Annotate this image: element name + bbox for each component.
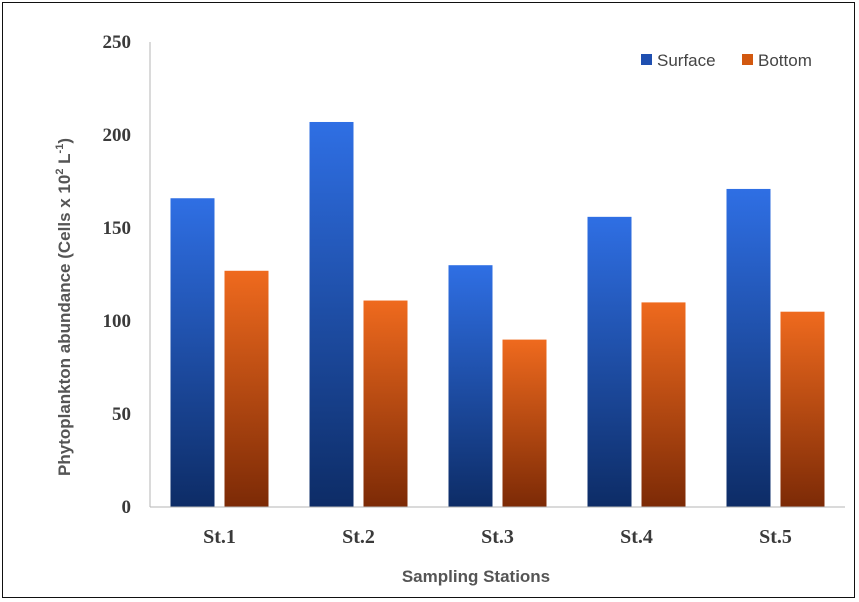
bar-surface-st1: [170, 198, 215, 508]
bar-surface-st4: [587, 216, 632, 507]
legend-label-surface: Surface: [657, 51, 716, 70]
x-tick-label: St.5: [759, 526, 792, 548]
bar-bottom-st3: [502, 339, 547, 507]
y-axis-title-main: Phytoplankton abundance (Cells x 10: [55, 175, 74, 476]
y-tick-label: 250: [103, 32, 132, 53]
y-tick-label: 0: [122, 497, 132, 518]
y-axis-ticks: 0 50 100 150 200 250: [103, 32, 132, 518]
bar-surface-st2: [309, 121, 354, 507]
bar-bottom-st1: [224, 270, 269, 507]
legend-swatch-surface: [641, 54, 652, 65]
y-tick-label: 100: [103, 311, 132, 332]
bar-bottom-st2: [363, 300, 408, 507]
y-tick-label: 150: [103, 218, 132, 239]
y-axis-title-sup: 2: [54, 169, 66, 175]
x-tick-label: St.4: [620, 526, 653, 548]
x-tick-label: St.3: [481, 526, 514, 548]
y-tick-label: 200: [103, 125, 132, 146]
x-tick-label: St.1: [203, 526, 236, 548]
legend: Surface Bottom: [641, 51, 812, 70]
y-axis-title: Phytoplankton abundance (Cells x 102 L-1…: [54, 138, 74, 476]
bar-surface-st5: [726, 188, 771, 507]
bar-bottom-st5: [780, 311, 825, 507]
x-axis-ticks: St.1 St.2 St.3 St.4 St.5: [203, 526, 792, 548]
y-axis-title-unit: L: [55, 153, 74, 168]
y-axis-title-sup2: -1: [54, 144, 66, 154]
y-tick-label: 50: [112, 404, 131, 425]
legend-label-bottom: Bottom: [758, 51, 812, 70]
y-axis-title-close: ): [55, 138, 74, 144]
x-axis-title: Sampling Stations: [402, 567, 550, 586]
bar-bottom-st4: [641, 302, 686, 507]
x-tick-label: St.2: [342, 526, 375, 548]
bars-group: [170, 121, 825, 508]
legend-swatch-bottom: [742, 54, 753, 65]
bar-surface-st3: [448, 265, 493, 507]
